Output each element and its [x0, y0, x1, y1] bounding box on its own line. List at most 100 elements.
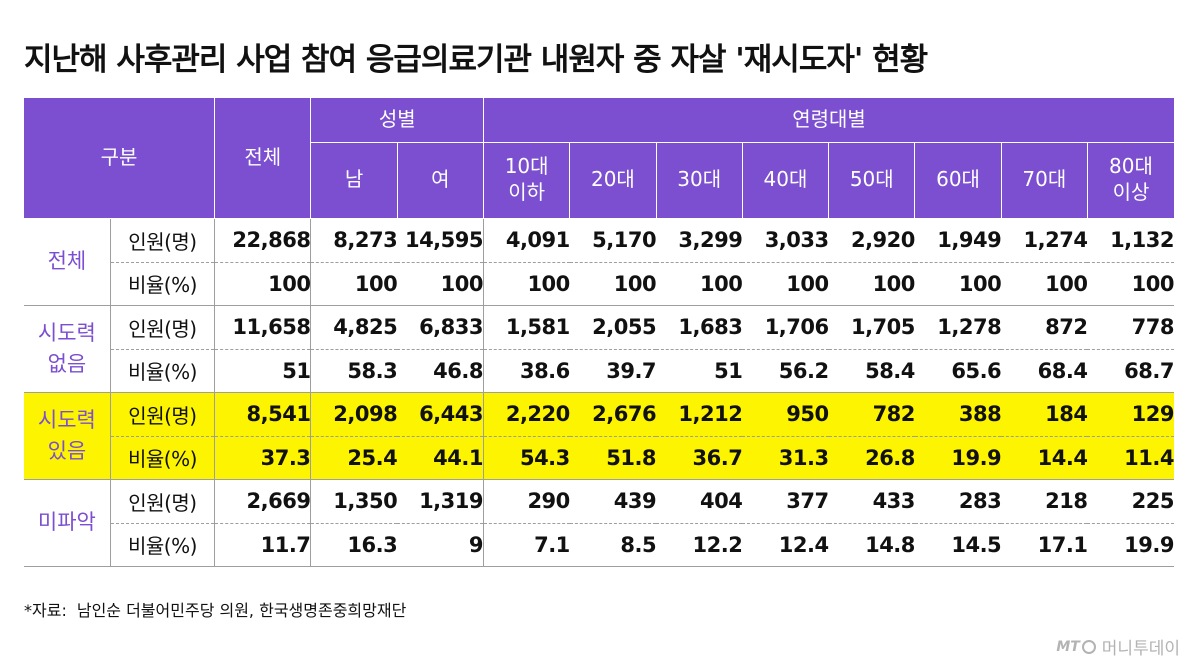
table-cell: 6,443 — [397, 392, 485, 437]
table-cell: 218 — [1001, 479, 1088, 524]
table-cell: 404 — [656, 479, 743, 524]
header-age-line1: 50대 — [849, 167, 894, 192]
table-cell: 54.3 — [483, 436, 570, 480]
header-age-line1: 40대 — [763, 167, 808, 192]
table-cell: 100 — [214, 262, 312, 306]
header-total: 전체 — [214, 98, 312, 219]
header-age-1: 20대 — [569, 141, 657, 219]
header-age-line1: 10대 — [504, 154, 549, 179]
table-cell: 26.8 — [828, 436, 915, 480]
header-age-0: 10대 이하 — [482, 141, 571, 219]
table-cell: 1,350 — [310, 479, 398, 524]
table-row: 비율(%) 51 58.3 46.8 38.6 39.7 51 56.2 58.4 65.6 68.… — [24, 349, 1174, 393]
table-cell: 778 — [1087, 305, 1174, 350]
table-cell: 25.4 — [310, 436, 398, 480]
header-age-line1: 70대 — [1022, 167, 1067, 192]
table-cell: 7.1 — [483, 523, 570, 567]
table-cell: 4,825 — [310, 305, 398, 350]
table-cell: 6,833 — [397, 305, 485, 350]
header-age-2: 30대 — [655, 141, 743, 219]
header-group: 구분 — [24, 98, 216, 219]
publisher-name: 머니투데이 — [1101, 639, 1180, 659]
publisher-credit: MT 머니투데이 — [1056, 634, 1180, 660]
header-sex-1: 여 — [396, 141, 485, 219]
table-cell: 1,705 — [828, 305, 915, 350]
table-row: 비율(%) 11.7 16.3 9 7.1 8.5 12.2 12.4 14.8 14.5 17.1… — [24, 523, 1174, 567]
table-cell: 3,033 — [742, 218, 829, 263]
header-age-group: 연령대별 — [483, 98, 1174, 143]
table-cell: 12.2 — [656, 523, 743, 567]
row-label: 비율(%) — [110, 349, 216, 393]
group-label-line2: 있음 — [47, 438, 87, 463]
table-cell: 184 — [1001, 392, 1088, 437]
table-cell: 31.3 — [742, 436, 829, 480]
group-label-line1: 전체 — [47, 249, 87, 274]
table-cell: 1,683 — [656, 305, 743, 350]
table-cell: 14.8 — [828, 523, 915, 567]
table-row: 전체 인원(명) 22,868 8,273 14,595 4,091 5,170 3,299 3… — [24, 218, 1174, 306]
table-cell: 36.7 — [656, 436, 743, 480]
table-cell: 388 — [914, 392, 1002, 437]
row-label: 인원(명) — [110, 305, 216, 350]
table-cell: 2,098 — [310, 392, 398, 437]
table-cell: 100 — [569, 262, 657, 306]
header-age-line2: 이상 — [1112, 180, 1150, 204]
table-row: 미파악 인원(명) 2,669 1,350 1,319 290 439 404 377 433 28… — [24, 479, 1174, 567]
table-cell: 1,278 — [914, 305, 1002, 350]
row-label: 비율(%) — [110, 436, 216, 480]
table-cell: 4,091 — [483, 218, 570, 263]
table-cell: 1,132 — [1087, 218, 1174, 263]
table-cell: 9 — [397, 523, 485, 567]
header-age-line1: 20대 — [590, 167, 635, 192]
group-label: 미파악 — [24, 479, 111, 567]
header-age-4: 50대 — [828, 141, 916, 219]
table-row: 비율(%) 37.3 25.4 44.1 54.3 51.8 36.7 31.3 26.8 19.… — [24, 436, 1174, 480]
header-age-line1: 60대 — [936, 167, 980, 192]
table-cell: 100 — [914, 262, 1002, 306]
table-cell: 16.3 — [310, 523, 398, 567]
table-cell: 782 — [828, 392, 915, 437]
table-cell: 129 — [1087, 392, 1174, 437]
data-table: 구분 전체 성별 연령대별 남 여 10대 이하 20대 30대 40대 50대 60대 70대 8… — [24, 98, 1174, 567]
table-cell: 11,658 — [214, 305, 312, 350]
table-cell: 100 — [483, 262, 570, 306]
table-cell: 46.8 — [397, 349, 485, 393]
table-cell: 1,706 — [742, 305, 829, 350]
table-cell: 100 — [397, 262, 485, 306]
header-age-5: 60대 — [914, 141, 1002, 219]
table-cell: 65.6 — [914, 349, 1002, 393]
table-cell: 14,595 — [397, 218, 485, 263]
table-cell: 2,055 — [569, 305, 657, 350]
source-note: *자료: 남인순 더불어민주당 의원, 한국생명존중희망재단 — [24, 597, 406, 621]
group-label: 시도력 있음 — [24, 392, 111, 480]
table-cell: 2,220 — [483, 392, 570, 437]
table-cell: 950 — [742, 392, 829, 437]
table-cell: 1,949 — [914, 218, 1002, 263]
row-label: 비율(%) — [110, 262, 216, 306]
table-cell: 8,541 — [214, 392, 312, 437]
table-cell: 8,273 — [310, 218, 398, 263]
header-age-line1: 30대 — [677, 167, 722, 192]
row-label: 인원(명) — [110, 218, 216, 263]
table-cell: 44.1 — [397, 436, 485, 480]
table-cell: 3,299 — [656, 218, 743, 263]
table-row: 시도력 있음 인원(명) 8,541 2,098 6,443 2,220 2,676 1,212… — [24, 392, 1174, 480]
header-age-7: 80대 이상 — [1086, 141, 1174, 219]
table-cell: 17.1 — [1001, 523, 1088, 567]
table-cell: 56.2 — [742, 349, 829, 393]
table-cell: 1,212 — [656, 392, 743, 437]
row-label: 비율(%) — [110, 523, 216, 567]
table-cell: 225 — [1087, 479, 1174, 524]
header-age-6: 70대 — [1000, 141, 1088, 219]
table-cell: 51.8 — [569, 436, 657, 480]
table-cell: 290 — [483, 479, 570, 524]
header-sex-group: 성별 — [310, 98, 484, 143]
table-cell: 68.4 — [1001, 349, 1088, 393]
header-age-3: 40대 — [741, 141, 830, 219]
header-age-line2: 이하 — [508, 180, 546, 204]
table-cell: 11.7 — [214, 523, 312, 567]
table-cell: 100 — [310, 262, 398, 306]
table-cell: 11.4 — [1087, 436, 1174, 480]
table-cell: 439 — [569, 479, 657, 524]
table-row: 비율(%) 100 100 100 100 100 100 100 100 100 100 100 — [24, 262, 1174, 306]
